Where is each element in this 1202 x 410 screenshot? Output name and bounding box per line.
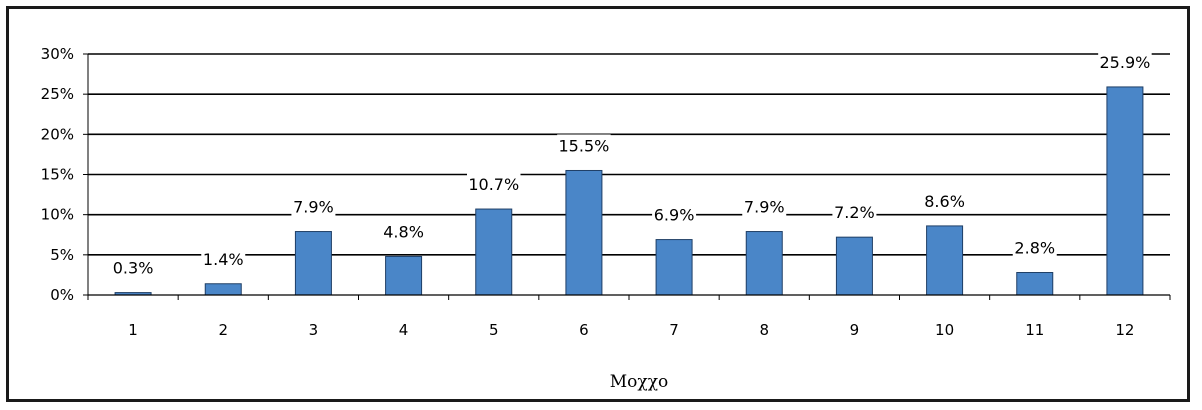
bar <box>204 283 242 296</box>
x-tick-label: 3 <box>309 321 319 339</box>
bar <box>294 231 332 296</box>
y-tick-label: 25% <box>41 85 74 103</box>
data-label: 7.9% <box>293 198 334 217</box>
y-tick-label: 20% <box>41 125 74 143</box>
bar <box>1106 86 1144 296</box>
bar <box>565 169 603 296</box>
data-label: 6.9% <box>654 206 695 225</box>
x-tick-label: 2 <box>218 321 228 339</box>
data-label: 7.2% <box>834 203 875 222</box>
data-label-background <box>111 256 156 279</box>
data-label-background <box>381 220 426 243</box>
bar <box>1016 272 1054 296</box>
data-label-background <box>652 203 697 226</box>
data-label: 15.5% <box>559 136 610 155</box>
data-label: 25.9% <box>1100 53 1151 72</box>
data-label-background <box>467 173 521 196</box>
data-labels: 0.3% 1.4% 7.9% 4.8% 10.7% 15.5% 6.9% 7.9% 7.2% 8.… <box>111 50 1152 279</box>
y-tick-label: 30% <box>41 45 74 63</box>
data-label: 0.3% <box>113 259 154 278</box>
x-tick-label: 11 <box>1025 321 1044 339</box>
x-tick-label: 9 <box>850 321 860 339</box>
x-tick-label: 12 <box>1115 321 1134 339</box>
x-tick-labels: 1 2 3 4 5 6 7 8 9 10 11 12 <box>128 321 1134 339</box>
data-label-background <box>1098 50 1152 73</box>
x-tick-label: 7 <box>669 321 679 339</box>
bar <box>655 239 693 296</box>
x-tick-label: 10 <box>935 321 954 339</box>
data-label-background <box>557 134 611 157</box>
y-tick-labels: 0% 5% 10% 15% 20% 25% 30% <box>41 45 74 304</box>
gridlines <box>88 53 1170 256</box>
data-label-background <box>201 247 246 270</box>
x-tick-label: 1 <box>128 321 138 339</box>
y-tick-label: 5% <box>50 246 74 264</box>
x-tick-label: 8 <box>759 321 769 339</box>
data-label-background <box>922 189 967 212</box>
data-label: 10.7% <box>468 175 519 194</box>
y-tick-label: 15% <box>41 166 74 184</box>
data-label-background <box>742 195 787 218</box>
x-tick-label: 6 <box>579 321 589 339</box>
data-label: 8.6% <box>924 192 965 211</box>
bars <box>114 86 1144 296</box>
x-tick-label: 5 <box>489 321 499 339</box>
y-tick-label: 10% <box>41 206 74 224</box>
data-label: 1.4% <box>203 250 244 269</box>
bar <box>385 255 423 296</box>
x-tick-label: 4 <box>399 321 409 339</box>
bar <box>926 225 964 296</box>
data-label-background <box>1012 236 1057 259</box>
data-label-background <box>291 195 336 218</box>
bar <box>745 231 783 296</box>
data-label: 2.8% <box>1014 239 1055 258</box>
bar <box>475 208 513 296</box>
bar <box>835 236 873 296</box>
y-tick-label: 0% <box>50 286 74 304</box>
axes <box>83 53 1171 300</box>
data-label-background <box>832 201 877 224</box>
data-label: 4.8% <box>383 222 424 241</box>
x-axis-title: Μοχχο <box>610 372 668 392</box>
data-label: 7.9% <box>744 198 785 217</box>
